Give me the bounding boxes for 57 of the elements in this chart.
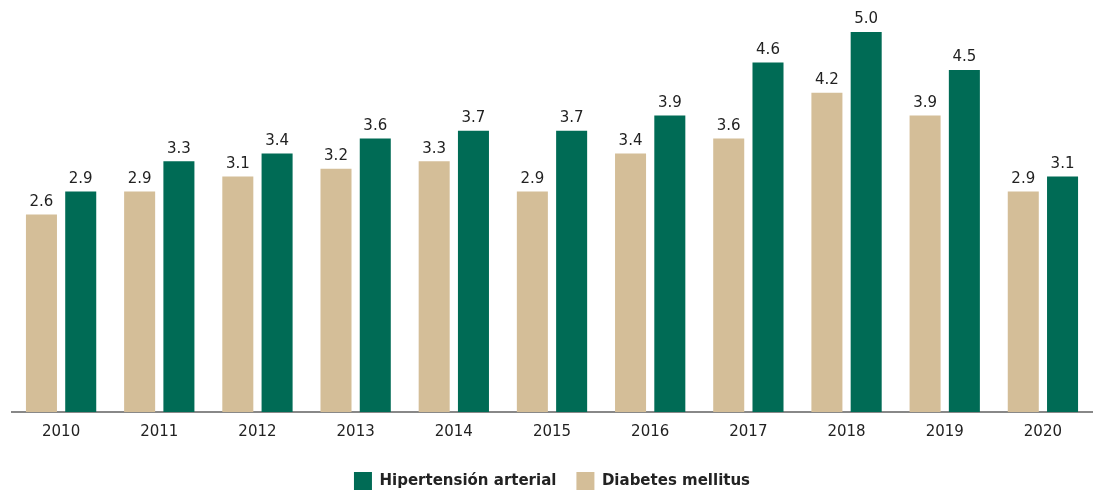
data-label: 3.7 [461,108,486,127]
data-label: 3.3 [166,138,191,157]
bar [752,62,784,412]
data-label: 2.6 [29,191,54,210]
x-tick-label: 2012 [238,421,277,440]
data-label: 3.4 [618,130,643,149]
bar [25,214,57,412]
x-tick-label: 2018 [827,421,866,440]
data-label: 3.2 [324,146,348,165]
data-label: 3.6 [363,115,388,134]
x-tick-label: 2019 [925,421,964,440]
data-label: 3.1 [1050,153,1075,172]
data-label: 3.6 [716,115,741,134]
data-label: 3.3 [422,138,447,157]
x-tick-label: 2020 [1023,421,1062,440]
data-label: 4.2 [814,70,839,89]
legend-label: Hipertensión arterial [379,470,557,489]
legend-label: Diabetes mellitus [601,470,751,489]
bar [556,130,588,412]
data-label: 5.0 [854,9,879,28]
bar [654,115,686,412]
bar [320,168,352,412]
data-label: 2.9 [1011,168,1036,187]
bar [457,130,489,412]
bar [222,176,254,412]
bar [516,191,548,412]
bar [65,191,97,412]
x-tick-label: 2017 [729,421,768,440]
bar [811,92,843,412]
data-label: 3.4 [265,130,290,149]
x-tick-label: 2014 [434,421,473,440]
bar [418,161,450,412]
bar [909,115,941,412]
data-label: 3.9 [657,92,682,111]
data-label: 3.7 [559,108,584,127]
data-label: 2.9 [520,168,545,187]
bar [1047,176,1079,412]
data-label: 3.9 [913,92,938,111]
x-tick-label: 2015 [532,421,572,440]
bar [261,153,293,412]
x-tick-label: 2016 [631,421,670,440]
x-tick-label: 2013 [336,421,375,440]
bar [124,191,156,412]
x-tick-label: 2011 [140,421,179,440]
bar [850,32,882,412]
data-label: 2.9 [68,168,93,187]
bar [615,153,647,412]
data-label: 4.5 [952,47,977,66]
data-label: 2.9 [127,168,152,187]
x-tick-label: 2010 [42,421,81,440]
data-label: 3.1 [225,153,250,172]
bar [359,138,391,412]
bar [948,70,980,412]
bar [1007,191,1039,412]
data-label: 4.6 [756,39,780,58]
bar [713,138,745,412]
bar [163,161,195,412]
